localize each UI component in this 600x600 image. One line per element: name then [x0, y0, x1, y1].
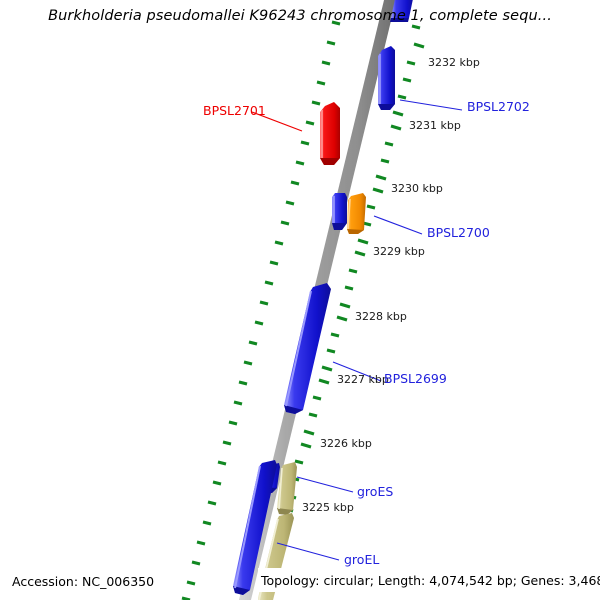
- ruler-label: 3225 kbp: [302, 501, 354, 514]
- gene-label-BPSL2702: BPSL2702: [467, 99, 530, 114]
- ruler-label: 3229 kbp: [373, 245, 425, 258]
- gene-label-BPSL2700: BPSL2700: [427, 225, 490, 240]
- ruler-label: 3228 kbp: [355, 310, 407, 323]
- ruler-labels: 3232 kbp 3231 kbp 3230 kbp 3229 kbp 3228…: [284, 56, 480, 579]
- ruler-label: 3230 kbp: [391, 182, 443, 195]
- page-title: Burkholderia pseudomallei K96243 chromos…: [48, 8, 552, 24]
- gene-glyph-groES[interactable]: [277, 462, 297, 515]
- gene-label-BPSL2699: BPSL2699: [384, 371, 447, 386]
- ruler-label: 3227 kbp: [337, 373, 389, 386]
- gene-glyph-small-blue-upper[interactable]: [332, 193, 347, 230]
- gene-glyph-clipped-top[interactable]: [390, 0, 414, 22]
- gene-glyph-BPSL2702[interactable]: [378, 46, 395, 110]
- gene-glyph-BPSL2701[interactable]: [320, 102, 340, 165]
- tick-line-left: [181, 20, 341, 600]
- gene-glyph-blue-bottom-left[interactable]: [233, 460, 277, 595]
- gene-label-groES: groES: [357, 484, 393, 499]
- gene-glyph-BPSL2700[interactable]: [347, 193, 366, 234]
- ruler-label: 3232 kbp: [428, 56, 480, 69]
- status-summary-text: Topology: circular; Length: 4,074,542 bp…: [261, 572, 600, 588]
- gene-glyph-BPSL2699[interactable]: [284, 283, 331, 414]
- gene-labels[interactable]: BPSL2702 BPSL2701 BPSL2700 BPSL2699 groE…: [203, 99, 530, 567]
- gene-label-groEL: groEL: [344, 552, 379, 567]
- leader-lines: [251, 99, 463, 561]
- accession-label: Accession: NC_006350: [12, 574, 155, 589]
- ruler-label: 3226 kbp: [320, 437, 372, 450]
- gene-label-BPSL2701: BPSL2701: [203, 103, 266, 118]
- status-bar: Topology: circular; Length: 4,074,542 bp…: [258, 568, 600, 592]
- ruler-label: 3231 kbp: [409, 119, 461, 132]
